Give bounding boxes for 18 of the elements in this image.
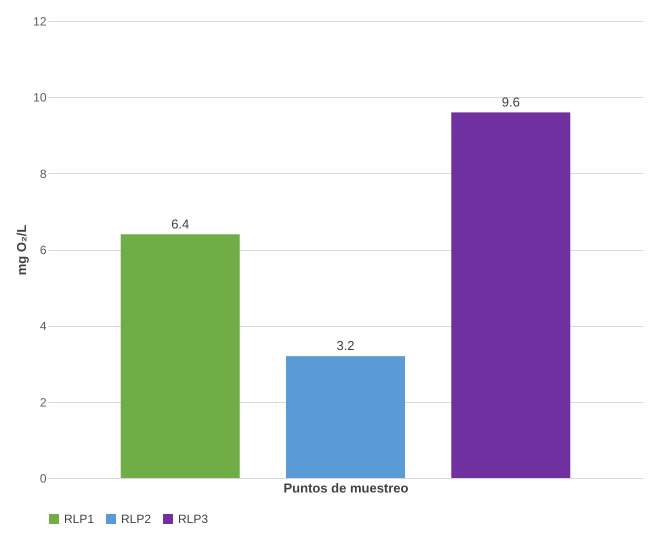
data-label: 3.2	[336, 338, 355, 354]
y-tick-label: 8	[40, 166, 47, 181]
legend-label: RLP2	[121, 512, 152, 526]
data-label: 6.4	[171, 216, 190, 232]
y-tick-label: 6	[40, 243, 47, 257]
x-axis-title: Puntos de muestreo	[284, 480, 409, 496]
y-axis-title: mg O₂/L	[14, 224, 30, 276]
bar	[286, 356, 405, 478]
data-label: 9.6	[502, 94, 520, 110]
legend-label: RLP1	[64, 512, 94, 526]
y-tick-label: 10	[33, 90, 47, 105]
y-tick-label: 4	[40, 319, 47, 334]
y-tick-label: 12	[33, 14, 47, 28]
bar	[451, 112, 570, 478]
y-tick-label: 2	[40, 395, 47, 410]
y-tick-label: 0	[40, 472, 47, 486]
legend-label: RLP3	[178, 512, 208, 526]
bar	[120, 234, 240, 478]
